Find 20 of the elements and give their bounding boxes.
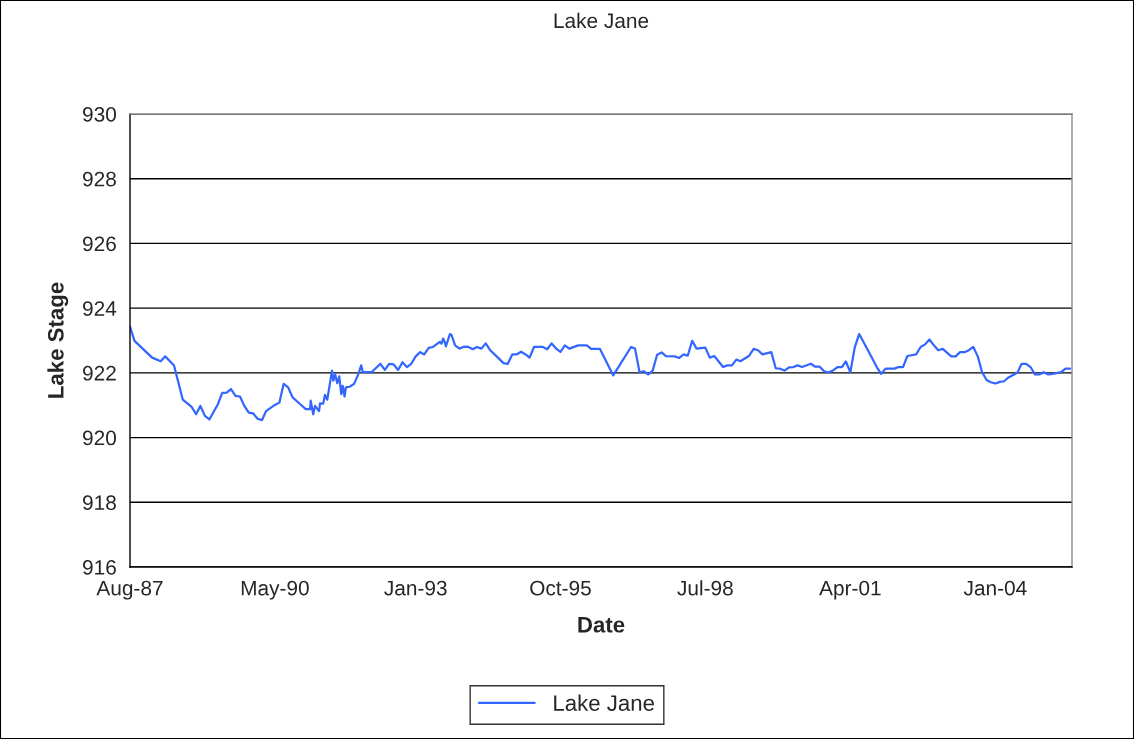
x-tick-label: Aug-87 bbox=[96, 580, 163, 600]
y-axis-title: Lake Stage bbox=[47, 282, 69, 398]
x-tick-label: Oct-95 bbox=[530, 580, 591, 596]
y-tick-label: 920 bbox=[83, 430, 116, 446]
line-series bbox=[130, 325, 1072, 422]
x-tick-label: Jul-98 bbox=[677, 580, 733, 596]
y-tick-label: 922 bbox=[83, 365, 116, 381]
y-tick-label: 926 bbox=[83, 236, 116, 252]
legend-label: Lake Jane bbox=[554, 694, 654, 711]
x-tick-label: Apr-01 bbox=[819, 580, 881, 600]
y-tick-label: 916 bbox=[83, 560, 116, 575]
chart-title: Lake Jane bbox=[554, 12, 649, 29]
y-tick-label: 924 bbox=[83, 301, 117, 316]
x-tick-label: May-90 bbox=[241, 580, 309, 600]
x-axis-title: Date bbox=[578, 617, 625, 633]
x-tick-label: Jan-93 bbox=[384, 580, 447, 596]
y-tick-label: 928 bbox=[83, 171, 116, 187]
x-tick-label: Jan-04 bbox=[963, 580, 1027, 596]
y-tick-label: 918 bbox=[83, 495, 116, 511]
y-tick-label: 930 bbox=[83, 107, 116, 122]
